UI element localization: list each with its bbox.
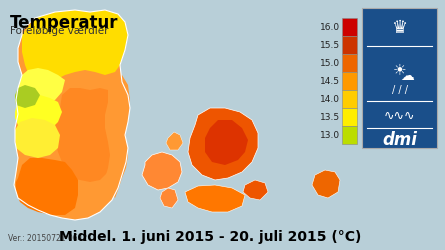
Polygon shape bbox=[22, 10, 128, 90]
Text: ☀: ☀ bbox=[392, 62, 406, 78]
Text: Ver.: 20150721 0642: Ver.: 20150721 0642 bbox=[8, 234, 87, 243]
Text: / / /: / / / bbox=[392, 85, 408, 95]
Polygon shape bbox=[312, 170, 340, 198]
Polygon shape bbox=[243, 180, 268, 200]
Polygon shape bbox=[205, 120, 248, 165]
Text: ∿∿∿: ∿∿∿ bbox=[384, 110, 415, 122]
Polygon shape bbox=[15, 85, 40, 108]
Text: 13.5: 13.5 bbox=[320, 112, 340, 122]
Text: 15.5: 15.5 bbox=[320, 40, 340, 50]
Text: Foreløbige værdier: Foreløbige værdier bbox=[10, 26, 109, 36]
Polygon shape bbox=[15, 118, 60, 158]
Polygon shape bbox=[52, 88, 118, 182]
Text: Middel. 1. juni 2015 - 20. juli 2015 (°C): Middel. 1. juni 2015 - 20. juli 2015 (°C… bbox=[59, 230, 361, 244]
Polygon shape bbox=[166, 132, 183, 150]
Bar bbox=[342, 54, 357, 72]
Bar bbox=[342, 72, 357, 90]
Polygon shape bbox=[105, 75, 130, 198]
Text: 14.0: 14.0 bbox=[320, 94, 340, 104]
Text: ♛: ♛ bbox=[392, 19, 408, 37]
Text: 14.5: 14.5 bbox=[320, 76, 340, 86]
Polygon shape bbox=[142, 152, 182, 190]
Bar bbox=[362, 8, 437, 148]
Text: Temperatur: Temperatur bbox=[10, 14, 118, 32]
Bar bbox=[342, 108, 357, 126]
Text: ☁: ☁ bbox=[400, 69, 414, 83]
Text: 13.0: 13.0 bbox=[320, 130, 340, 140]
Polygon shape bbox=[14, 10, 130, 220]
Bar bbox=[342, 126, 357, 144]
Polygon shape bbox=[188, 108, 258, 180]
Polygon shape bbox=[16, 158, 78, 215]
Text: dmi: dmi bbox=[382, 131, 417, 149]
Bar bbox=[342, 90, 357, 108]
Polygon shape bbox=[18, 68, 65, 105]
Polygon shape bbox=[185, 185, 245, 212]
Polygon shape bbox=[160, 188, 178, 208]
Bar bbox=[342, 36, 357, 54]
Bar bbox=[342, 18, 357, 36]
Text: 15.0: 15.0 bbox=[320, 58, 340, 68]
Polygon shape bbox=[15, 95, 62, 132]
Text: 16.0: 16.0 bbox=[320, 22, 340, 32]
